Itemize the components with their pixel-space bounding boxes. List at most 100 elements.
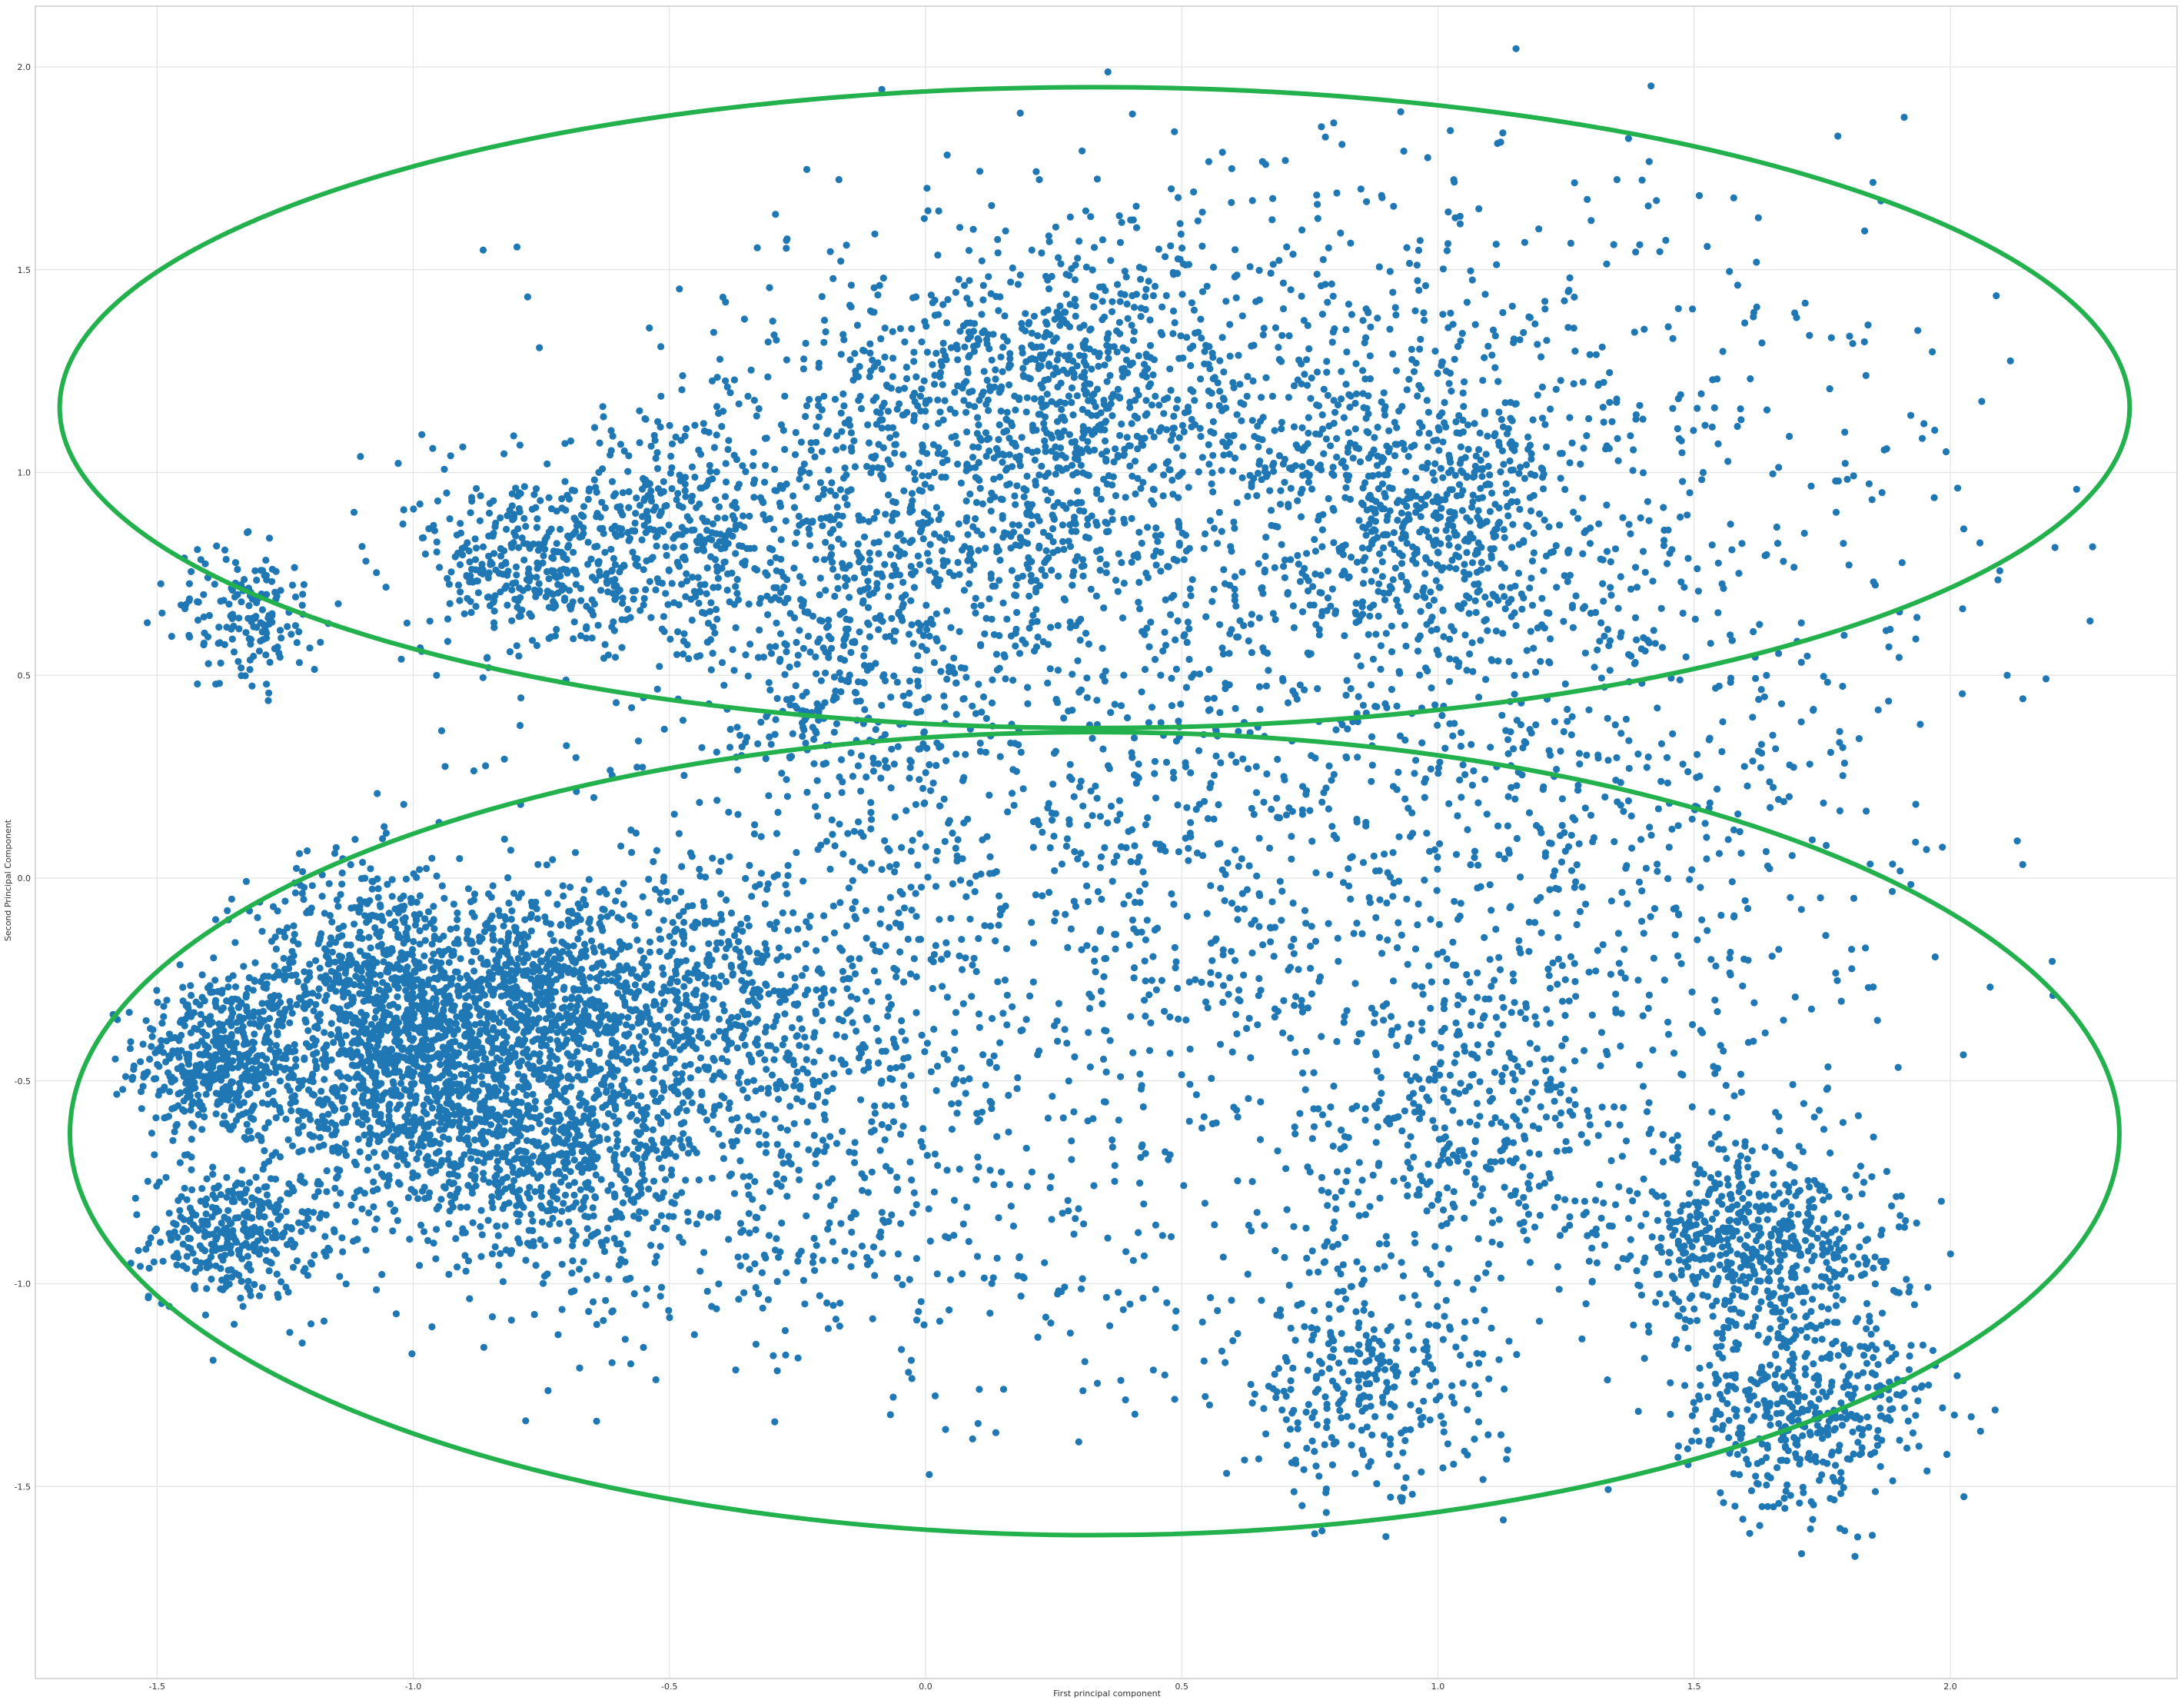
scatter-point [274,1291,281,1298]
scatter-point [503,1091,510,1098]
scatter-point [777,1124,784,1131]
scatter-point [478,1207,485,1214]
scatter-point [548,1083,555,1090]
scatter-point [308,1260,315,1267]
scatter-point [515,894,522,901]
scatter-point [697,1054,704,1061]
scatter-point [667,1013,673,1020]
scatter-point [452,1235,459,1242]
scatter-point [657,897,664,903]
scatter-point [876,920,883,927]
scatter-point [610,492,617,499]
scatter-point [619,511,626,518]
scatter-point [734,1044,741,1051]
scatter-point [389,893,396,900]
scatter-point [377,972,384,979]
scatter-point [611,523,618,530]
scatter-point [597,1014,604,1021]
scatter-point [641,595,648,602]
scatter-point [378,941,385,948]
scatter-point [232,1214,239,1221]
scatter-point [295,1130,302,1136]
scatter-point [801,1033,808,1040]
scatter-point [580,887,587,893]
scatter-point [262,1082,269,1089]
scatter-point [464,1203,470,1210]
scatter-point [751,544,758,551]
scatter-point [277,1077,284,1084]
scatter-point [637,1010,644,1017]
scatter-point [371,1014,378,1021]
scatter-point [525,1053,532,1060]
scatter-point [143,1017,150,1024]
scatter-point [300,896,307,903]
scatter-point [537,1172,544,1179]
scatter-point [563,1150,570,1157]
scatter-point [696,1028,703,1035]
scatter-point [390,1001,397,1008]
scatter-point [653,847,660,854]
scatter-point [589,1110,596,1117]
scatter-point [367,944,374,951]
scatter-point [617,587,623,594]
scatter-point [514,493,521,500]
scatter-point [695,1012,702,1019]
scatter-point [454,969,461,976]
scatter-point [493,1172,500,1179]
scatter-point [332,988,339,995]
scatter-point [718,423,725,430]
scatter-point [565,1219,572,1226]
scatter-point [370,1203,377,1210]
scatter-point [560,893,567,900]
scatter-point [471,1096,478,1103]
scatter-point [625,452,632,459]
scatter-point [160,1258,167,1265]
scatter-point [149,1033,156,1040]
scatter-point [407,1186,414,1193]
scatter-point [253,1173,260,1180]
scatter-point [664,953,671,960]
scatter-point [580,1113,587,1120]
scatter-point [354,1020,361,1027]
scatter-point [274,1049,281,1056]
scatter-point [264,1229,271,1236]
scatter-point [145,1178,151,1185]
scatter-point [602,504,609,511]
scatter-point [447,568,454,575]
scatter-point [447,926,454,933]
scatter-point [177,1160,184,1166]
scatter-point [570,514,577,521]
scatter-point [490,964,497,971]
scatter-point [497,1056,504,1063]
scatter-point [148,1130,155,1136]
scatter-point [720,682,727,689]
scatter-point [306,973,313,980]
scatter-point [262,1035,269,1042]
scatter-point [354,1236,361,1243]
scatter-point [311,1193,318,1200]
scatter-point [386,1100,393,1107]
scatter-point [650,1224,657,1231]
scatter-point [447,452,454,459]
scatter-point [470,1220,477,1226]
scatter-point [733,590,740,597]
scatter-point [434,497,441,504]
scatter-point [235,1191,242,1198]
scatter-point [710,329,717,336]
scatter-point [576,521,583,527]
scatter-point [421,953,427,960]
scatter-point [322,1050,329,1057]
scatter-point [471,890,478,897]
scatter-point [317,1134,324,1141]
scatter-point [184,1055,191,1062]
scatter-point [723,978,730,985]
scatter-point [573,1126,580,1133]
scatter-point [595,622,602,629]
scatter-point [775,1096,782,1103]
scatter-point [572,849,579,856]
scatter-point [529,1217,536,1224]
scatter-point [650,1090,657,1096]
scatter-point [294,978,301,985]
scatter-point [489,975,496,982]
scatter-point [468,494,475,501]
